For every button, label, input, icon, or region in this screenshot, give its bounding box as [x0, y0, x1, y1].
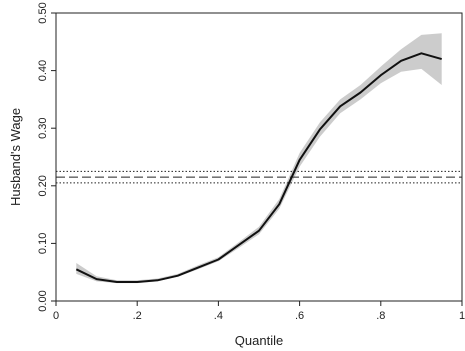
y-axis: 0.00 0.10 0.20 0.30 0.40 0.50 [37, 2, 56, 312]
x-tick-label: .2 [133, 310, 142, 322]
y-tick-label: 0.50 [37, 2, 49, 23]
y-tick-label: 0.10 [37, 233, 49, 254]
y-tick-label: 0.40 [37, 60, 49, 81]
x-tick-label: .8 [376, 310, 385, 322]
x-axis: 0 .2 .4 .6 .8 1 [53, 301, 465, 322]
x-tick-label: .6 [295, 310, 304, 322]
y-tick-label: 0.00 [37, 290, 49, 311]
x-axis-label: Quantile [235, 333, 283, 348]
y-tick-label: 0.30 [37, 117, 49, 138]
x-tick-label: .4 [214, 310, 223, 322]
confidence-band [76, 33, 442, 284]
y-tick-label: 0.20 [37, 175, 49, 196]
series-line-layer [75, 52, 442, 283]
plot-frame [55, 12, 463, 302]
x-tick-label: 1 [459, 310, 465, 322]
confidence-band-layer [76, 33, 442, 284]
reference-lines-layer [56, 170, 462, 184]
y-axis-label: Husband's Wage [8, 108, 23, 206]
series-line [75, 52, 442, 283]
x-tick-label: 0 [53, 310, 59, 322]
